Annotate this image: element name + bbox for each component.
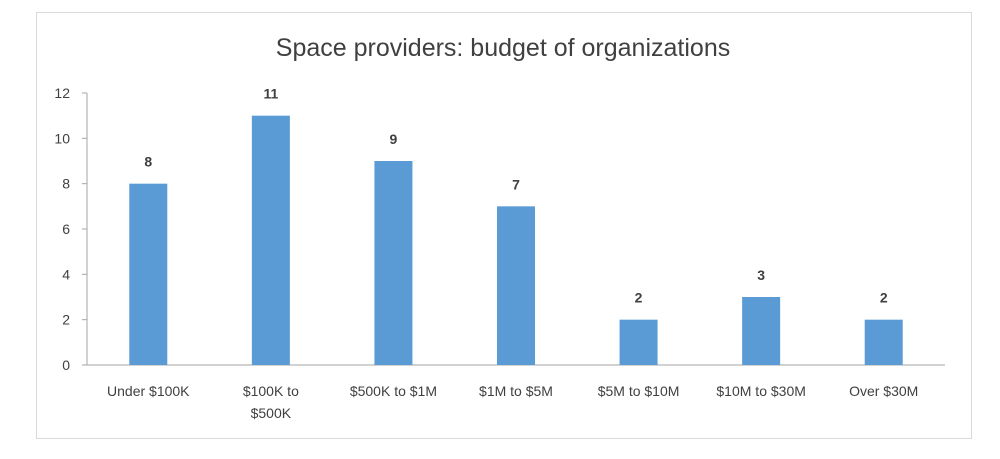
data-label: 3: [757, 267, 765, 283]
bar: [374, 161, 413, 365]
y-tick-label: 8: [62, 176, 70, 192]
y-tick-label: 4: [62, 266, 70, 282]
bar: [742, 297, 781, 365]
data-label: 11: [263, 86, 278, 102]
y-tick-label: 10: [54, 130, 70, 146]
x-tick-label: $10M to $30M: [716, 383, 806, 399]
y-tick-label: 6: [62, 221, 70, 237]
x-tick-label: Under $100K: [107, 383, 190, 399]
bar: [129, 183, 168, 365]
data-label: 2: [635, 290, 643, 306]
x-tick-label: $500K to $1M: [350, 383, 437, 399]
y-tick-label: 2: [62, 312, 70, 328]
y-axis: 0 2 4 6 8 10 12: [54, 85, 88, 373]
x-tick-label: $5M to $10M: [598, 383, 680, 399]
data-label: 9: [390, 131, 398, 147]
y-tick-label: 12: [54, 85, 70, 101]
chart-title: Space providers: budget of organizations: [276, 34, 730, 62]
data-label: 7: [512, 176, 520, 192]
x-axis: Under $100K $100K to $500K $500K to $1M $1M …: [87, 364, 945, 421]
data-labels: 8 11 9 7 2 3 2: [144, 86, 887, 306]
data-label: 8: [144, 154, 152, 170]
x-tick-label: $100K to $500K: [243, 383, 299, 421]
bars: [129, 115, 903, 366]
bar: [619, 319, 658, 365]
y-tick-label: 0: [62, 357, 70, 373]
bar: [251, 115, 290, 366]
x-tick-label: Over $30M: [849, 383, 918, 399]
data-label: 2: [880, 290, 888, 306]
x-tick-label: $1M to $5M: [479, 383, 553, 399]
bar: [497, 206, 535, 365]
bar: [864, 319, 903, 365]
